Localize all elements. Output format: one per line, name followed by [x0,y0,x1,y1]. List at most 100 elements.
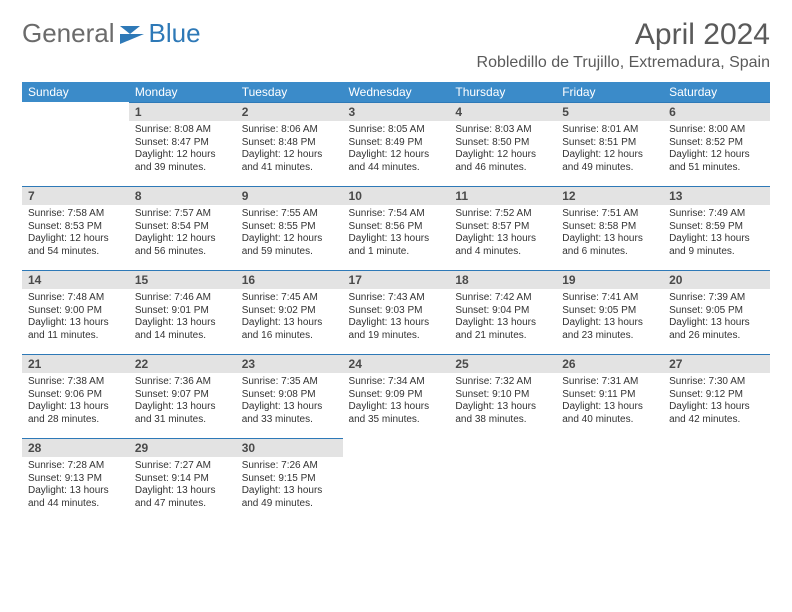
day-line: Sunset: 9:05 PM [669,305,764,318]
day-cell: 23Sunrise: 7:35 AMSunset: 9:08 PMDayligh… [236,354,343,438]
day-line: Daylight: 12 hours [349,149,444,162]
day-cell: 1Sunrise: 8:08 AMSunset: 8:47 PMDaylight… [129,102,236,186]
day-details: Sunrise: 7:31 AMSunset: 9:11 PMDaylight:… [556,373,663,432]
day-line: Sunrise: 7:45 AM [242,292,337,305]
day-line: Daylight: 13 hours [349,401,444,414]
day-number: 1 [129,102,236,121]
day-cell: 11Sunrise: 7:52 AMSunset: 8:57 PMDayligh… [449,186,556,270]
day-line: Daylight: 12 hours [669,149,764,162]
day-number: 3 [343,102,450,121]
day-line: Sunrise: 7:51 AM [562,208,657,221]
day-number: 17 [343,270,450,289]
day-number: 20 [663,270,770,289]
day-details: Sunrise: 8:08 AMSunset: 8:47 PMDaylight:… [129,121,236,180]
day-number: 26 [556,354,663,373]
day-line: Sunset: 8:54 PM [135,221,230,234]
day-details: Sunrise: 7:58 AMSunset: 8:53 PMDaylight:… [22,205,129,264]
day-details: Sunrise: 7:43 AMSunset: 9:03 PMDaylight:… [343,289,450,348]
day-details: Sunrise: 7:35 AMSunset: 9:08 PMDaylight:… [236,373,343,432]
day-cell: 10Sunrise: 7:54 AMSunset: 8:56 PMDayligh… [343,186,450,270]
day-cell: 28Sunrise: 7:28 AMSunset: 9:13 PMDayligh… [22,438,129,522]
day-details: Sunrise: 7:54 AMSunset: 8:56 PMDaylight:… [343,205,450,264]
day-details: Sunrise: 7:55 AMSunset: 8:55 PMDaylight:… [236,205,343,264]
day-line: Sunset: 9:05 PM [562,305,657,318]
day-line: Sunrise: 7:36 AM [135,376,230,389]
weekday-header: Friday [556,82,663,102]
day-line: Daylight: 12 hours [28,233,123,246]
day-cell: 6Sunrise: 8:00 AMSunset: 8:52 PMDaylight… [663,102,770,186]
day-details: Sunrise: 8:06 AMSunset: 8:48 PMDaylight:… [236,121,343,180]
day-line: Daylight: 13 hours [669,233,764,246]
day-line: Sunset: 8:50 PM [455,137,550,150]
day-line: Sunset: 8:57 PM [455,221,550,234]
day-line: Daylight: 12 hours [242,233,337,246]
day-cell: 14Sunrise: 7:48 AMSunset: 9:00 PMDayligh… [22,270,129,354]
day-number: 8 [129,186,236,205]
day-number: 21 [22,354,129,373]
day-line: and 56 minutes. [135,246,230,259]
day-line: Daylight: 13 hours [562,401,657,414]
day-line: Sunset: 9:00 PM [28,305,123,318]
day-line: Sunset: 9:14 PM [135,473,230,486]
day-line: Sunrise: 7:27 AM [135,460,230,473]
day-line: Daylight: 13 hours [669,317,764,330]
day-line: Daylight: 13 hours [28,401,123,414]
day-line: Daylight: 13 hours [455,233,550,246]
day-line: Daylight: 13 hours [28,317,123,330]
day-line: Sunrise: 7:35 AM [242,376,337,389]
week-row: 7Sunrise: 7:58 AMSunset: 8:53 PMDaylight… [22,186,770,270]
day-line: and 23 minutes. [562,330,657,343]
day-cell: 18Sunrise: 7:42 AMSunset: 9:04 PMDayligh… [449,270,556,354]
logo-flag-icon [120,24,146,44]
day-number: 15 [129,270,236,289]
day-cell [343,438,450,522]
day-line: Sunrise: 8:00 AM [669,124,764,137]
day-cell: 3Sunrise: 8:05 AMSunset: 8:49 PMDaylight… [343,102,450,186]
day-cell: 5Sunrise: 8:01 AMSunset: 8:51 PMDaylight… [556,102,663,186]
calendar-table: Sunday Monday Tuesday Wednesday Thursday… [22,82,770,522]
day-line: Sunset: 8:56 PM [349,221,444,234]
weekday-header: Sunday [22,82,129,102]
day-details: Sunrise: 7:36 AMSunset: 9:07 PMDaylight:… [129,373,236,432]
day-cell: 7Sunrise: 7:58 AMSunset: 8:53 PMDaylight… [22,186,129,270]
day-cell: 26Sunrise: 7:31 AMSunset: 9:11 PMDayligh… [556,354,663,438]
day-cell: 19Sunrise: 7:41 AMSunset: 9:05 PMDayligh… [556,270,663,354]
day-line: and 54 minutes. [28,246,123,259]
day-details: Sunrise: 8:05 AMSunset: 8:49 PMDaylight:… [343,121,450,180]
day-line: Daylight: 13 hours [135,401,230,414]
day-line: Sunrise: 7:42 AM [455,292,550,305]
day-line: Sunset: 9:13 PM [28,473,123,486]
day-number: 27 [663,354,770,373]
day-line: Daylight: 13 hours [28,485,123,498]
day-details: Sunrise: 7:48 AMSunset: 9:00 PMDaylight:… [22,289,129,348]
day-line: and 28 minutes. [28,414,123,427]
day-line: Sunrise: 7:57 AM [135,208,230,221]
day-cell: 2Sunrise: 8:06 AMSunset: 8:48 PMDaylight… [236,102,343,186]
day-line: Sunrise: 7:28 AM [28,460,123,473]
day-line: Sunrise: 7:43 AM [349,292,444,305]
day-line: Daylight: 13 hours [455,401,550,414]
day-line: Sunrise: 7:31 AM [562,376,657,389]
day-line: Sunrise: 7:39 AM [669,292,764,305]
day-line: Sunset: 9:06 PM [28,389,123,402]
day-cell [449,438,556,522]
day-cell: 8 Sunrise: 7:57 AMSunset: 8:54 PMDaylight… [129,186,236,270]
weekday-header: Wednesday [343,82,450,102]
day-cell: 13Sunrise: 7:49 AMSunset: 8:59 PMDayligh… [663,186,770,270]
day-line: Sunrise: 8:06 AM [242,124,337,137]
day-line: and 16 minutes. [242,330,337,343]
day-line: and 1 minute. [349,246,444,259]
day-line: Sunrise: 7:52 AM [455,208,550,221]
week-row: 1Sunrise: 8:08 AMSunset: 8:47 PMDaylight… [22,102,770,186]
day-line: Sunset: 9:15 PM [242,473,337,486]
day-line: Daylight: 13 hours [349,317,444,330]
day-details: Sunrise: 8:01 AMSunset: 8:51 PMDaylight:… [556,121,663,180]
day-line: Sunset: 9:10 PM [455,389,550,402]
day-line: and 44 minutes. [28,498,123,511]
day-line: Daylight: 12 hours [135,233,230,246]
logo-text-1: General [22,18,115,49]
day-line: and 59 minutes. [242,246,337,259]
day-number: 7 [22,186,129,205]
logo-text-2: Blue [149,18,201,49]
day-line: Sunrise: 7:54 AM [349,208,444,221]
